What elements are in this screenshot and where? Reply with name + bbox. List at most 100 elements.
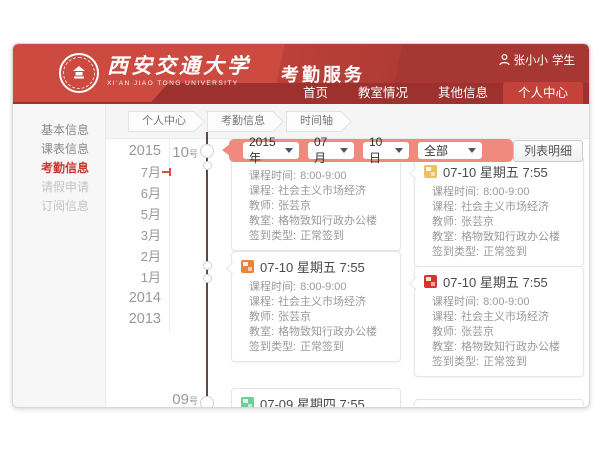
yearnav-2014[interactable]: 2014 bbox=[128, 290, 161, 306]
field-label: 教室: bbox=[432, 341, 458, 353]
field-value: 社会主义市场经济 bbox=[278, 185, 367, 197]
timeline-years-nav: 2015 7月 6月 5月 3月 2月 1月 2014 2013 bbox=[113, 141, 161, 330]
sidebar: 基本信息 课表信息 考勤信息 请假申请 订阅信息 bbox=[13, 104, 106, 407]
field-label: 签到类型: bbox=[432, 246, 480, 258]
service-title: 考勤服务 bbox=[281, 65, 365, 85]
field-value: 格物致知行政办公楼 bbox=[461, 231, 561, 243]
nav-item-home[interactable]: 首页 bbox=[302, 86, 328, 100]
card-field-row: 教室: 格物致知行政办公楼 bbox=[432, 340, 573, 355]
card-date-header: 07-09 星期四 7:55 bbox=[232, 389, 400, 408]
field-label: 签到类型: bbox=[249, 341, 297, 353]
field-label: 课程: bbox=[432, 201, 458, 213]
user-info[interactable]: 张小小 学生 bbox=[498, 52, 575, 68]
breadcrumb-personal-center[interactable]: 个人中心 bbox=[128, 111, 194, 132]
yearnav-2015[interactable]: 2015 bbox=[128, 143, 161, 159]
chevron-down-icon bbox=[285, 148, 293, 153]
card-fields: 课程时间: 8:00-9:00 课程: 社会主义市场经济 教师: 张芸京 教室: 格物致知行政… bbox=[232, 278, 400, 361]
timeline-node-small-2 bbox=[202, 261, 212, 270]
yearnav-2013[interactable]: 2013 bbox=[128, 311, 161, 327]
field-label: 教室: bbox=[249, 326, 275, 338]
chevron-down-icon bbox=[340, 148, 348, 153]
sidebar-item-schedule-info[interactable]: 课表信息 bbox=[40, 142, 89, 156]
sidebar-item-leave-request[interactable]: 请假申请 bbox=[40, 180, 89, 194]
timeline-node-big-1 bbox=[200, 144, 214, 158]
attendance-card bbox=[414, 399, 584, 407]
nav-item-classrooms[interactable]: 教室情况 bbox=[357, 86, 408, 100]
card-field-row: 课程: 社会主义市场经济 bbox=[432, 310, 573, 325]
field-value: 正常签到 bbox=[483, 356, 528, 368]
card-field-row: 教室: 格物致知行政办公楼 bbox=[249, 325, 390, 340]
monthnav-feb[interactable]: 2月 bbox=[140, 249, 161, 264]
card-field-row: 签到类型: 正常签到 bbox=[432, 245, 573, 260]
chevron-down-icon bbox=[395, 148, 403, 153]
university-name-zh: 西安交通大学 bbox=[107, 53, 251, 78]
card-field-row: 签到类型: 正常签到 bbox=[249, 340, 390, 355]
field-value: 格物致知行政办公楼 bbox=[278, 326, 378, 338]
field-label: 签到类型: bbox=[249, 230, 297, 242]
field-label: 教师: bbox=[249, 311, 275, 323]
timeline-node-small-1 bbox=[202, 161, 212, 170]
monthnav-jul[interactable]: 7月 bbox=[140, 165, 161, 180]
breadcrumb-timeline[interactable]: 时间轴 bbox=[286, 111, 341, 132]
main-nav: 首页 教室情况 其他信息 个人中心 bbox=[288, 82, 583, 104]
card-field-row: 课程: 社会主义市场经济 bbox=[249, 295, 390, 310]
card-date-header: 07-10 星期五 7:55 bbox=[415, 157, 583, 183]
type-dropdown[interactable]: 全部 bbox=[418, 142, 482, 159]
field-value: 8:00-9:00 bbox=[483, 186, 530, 198]
card-field-row: 课程: 社会主义市场经济 bbox=[432, 200, 573, 215]
card-field-row: 课程: 社会主义市场经济 bbox=[249, 184, 390, 199]
field-value: 社会主义市场经济 bbox=[461, 311, 550, 323]
sidebar-item-basic-info[interactable]: 基本信息 bbox=[40, 123, 89, 137]
field-label: 教师: bbox=[249, 200, 275, 212]
list-detail-button[interactable]: 列表明细 bbox=[513, 140, 583, 162]
sidebar-item-subscription-info[interactable]: 订阅信息 bbox=[40, 199, 89, 213]
monthnav-may[interactable]: 5月 bbox=[140, 207, 161, 222]
day-dropdown[interactable]: 10日 bbox=[363, 135, 409, 165]
current-month-marker bbox=[162, 168, 171, 176]
card-field-row: 教室: 格物致知行政办公楼 bbox=[432, 230, 573, 245]
card-date-text: 07-09 星期四 7:55 bbox=[260, 397, 365, 408]
card-field-row: 签到类型: 正常签到 bbox=[432, 355, 573, 370]
field-value: 张芸京 bbox=[461, 326, 495, 338]
signin-status-icon bbox=[241, 397, 254, 407]
field-value: 社会主义市场经济 bbox=[461, 201, 550, 213]
monthnav-mar[interactable]: 3月 bbox=[140, 228, 161, 243]
field-label: 课程时间: bbox=[249, 170, 297, 182]
field-value: 8:00-9:00 bbox=[300, 170, 347, 182]
card-field-row: 教师: 张芸京 bbox=[432, 325, 573, 340]
field-value: 正常签到 bbox=[300, 341, 345, 353]
field-value: 格物致知行政办公楼 bbox=[278, 215, 378, 227]
signin-status-icon bbox=[424, 275, 437, 288]
field-label: 签到类型: bbox=[432, 356, 480, 368]
field-value: 张芸京 bbox=[278, 311, 312, 323]
nav-item-other-info[interactable]: 其他信息 bbox=[437, 86, 488, 100]
signin-status-icon bbox=[424, 165, 437, 178]
card-field-row: 签到类型: 正常签到 bbox=[249, 229, 390, 244]
field-label: 课程: bbox=[249, 296, 275, 308]
breadcrumb-attendance-info[interactable]: 考勤信息 bbox=[207, 111, 273, 132]
monthnav-jun[interactable]: 6月 bbox=[140, 186, 161, 201]
person-icon bbox=[498, 54, 510, 66]
timeline-filter-bar: 2015年 07月 10日 全部 bbox=[222, 135, 513, 165]
field-label: 教室: bbox=[249, 215, 275, 227]
signin-status-icon bbox=[241, 260, 254, 273]
user-name: 张小小 bbox=[513, 55, 549, 67]
monthnav-jan[interactable]: 1月 bbox=[140, 270, 161, 285]
year-dropdown[interactable]: 2015年 bbox=[243, 135, 299, 165]
field-label: 教师: bbox=[432, 216, 458, 228]
card-field-row: 课程时间: 8:00-9:00 bbox=[432, 295, 573, 310]
app-window: 西安交通大学 XI'AN JIAO TONG UNIVERSITY 考勤服务 张… bbox=[12, 43, 590, 408]
breadcrumb: 个人中心 考勤信息 时间轴 bbox=[128, 111, 341, 132]
sidebar-item-attendance-info[interactable]: 考勤信息 bbox=[40, 161, 89, 175]
card-date-text: 07-10 星期五 7:55 bbox=[443, 275, 548, 290]
field-label: 课程: bbox=[432, 311, 458, 323]
pagoda-icon bbox=[73, 66, 85, 79]
nav-item-personal-center[interactable]: 个人中心 bbox=[502, 82, 583, 104]
attendance-card: 07-10 星期五 7:55 课程时间: 8:00-9:00 课程: 社会主义市场经济教… bbox=[231, 251, 401, 362]
card-field-row: 课程时间: 8:00-9:00 bbox=[432, 185, 573, 200]
field-label: 课程时间: bbox=[432, 186, 480, 198]
card-date-header: 07-10 星期五 7:55 bbox=[232, 252, 400, 278]
attendance-card: 07-09 星期四 7:55 bbox=[231, 388, 401, 408]
month-dropdown[interactable]: 07月 bbox=[308, 135, 354, 165]
field-value: 8:00-9:00 bbox=[300, 281, 347, 293]
